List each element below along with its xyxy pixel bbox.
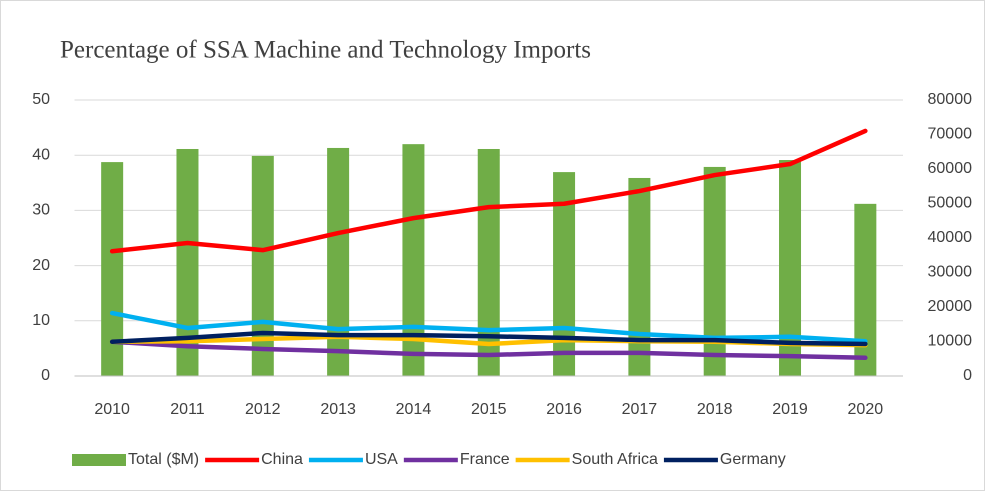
x-tick-label: 2015 <box>471 401 507 418</box>
y-tick-label: 0 <box>41 367 50 384</box>
legend-swatch <box>72 454 126 466</box>
y-tick-label: 30 <box>32 202 50 219</box>
legend-label: Germany <box>720 451 786 468</box>
y2-tick-label: 70000 <box>928 126 973 143</box>
y2-tick-label: 20000 <box>928 298 973 315</box>
line <box>109 310 868 344</box>
y2-tick-label: 0 <box>963 367 972 384</box>
y-tick-label: 40 <box>32 146 50 163</box>
y2-tick-label: 80000 <box>928 91 973 108</box>
y2-tick-label: 40000 <box>928 229 973 246</box>
bar <box>327 147 350 376</box>
x-tick-label: 2019 <box>772 401 808 418</box>
legend-label: China <box>261 451 303 468</box>
bar <box>779 160 802 376</box>
chart-title: Percentage of SSA Machine and Technology… <box>60 37 591 64</box>
y-tick-label: 20 <box>32 257 50 274</box>
y-tick-label: 50 <box>32 91 50 108</box>
x-tick-label: 2018 <box>697 401 733 418</box>
bar <box>854 203 877 376</box>
x-tick-label: 2010 <box>94 401 130 418</box>
x-tick-label: 2011 <box>170 401 205 418</box>
x-tick-label: 2017 <box>622 401 658 418</box>
y2-tick-label: 50000 <box>928 195 973 212</box>
bar <box>101 162 124 376</box>
bar <box>176 148 199 376</box>
bar <box>251 155 274 376</box>
y2-tick-label: 30000 <box>928 264 973 281</box>
bar <box>703 166 726 376</box>
line <box>109 339 868 361</box>
bar <box>628 177 651 376</box>
y2-tick-label: 10000 <box>928 333 973 350</box>
x-tick-label: 2016 <box>546 401 582 418</box>
x-tick-label: 2014 <box>396 401 432 418</box>
x-tick-label: 2012 <box>245 401 281 418</box>
y2-tick-label: 60000 <box>928 160 973 177</box>
line <box>109 330 868 347</box>
y-tick-label: 10 <box>32 312 50 329</box>
line <box>109 128 868 254</box>
legend-label: Total ($M) <box>128 451 199 468</box>
bar <box>553 172 576 376</box>
bar <box>402 144 425 376</box>
legend-label: South Africa <box>572 451 658 468</box>
legend-label: France <box>460 451 510 468</box>
x-tick-label: 2013 <box>320 401 356 418</box>
x-tick-label: 2020 <box>848 401 884 418</box>
legend-label: USA <box>365 451 398 468</box>
